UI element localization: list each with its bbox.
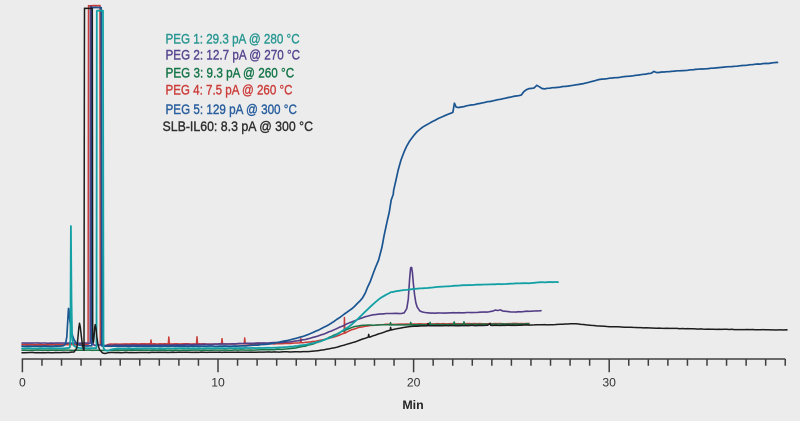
svg-text:PEG 5: 129 pA @ 300 °C: PEG 5: 129 pA @ 300 °C: [166, 102, 297, 118]
svg-text:10: 10: [211, 376, 225, 390]
svg-text:0: 0: [19, 376, 26, 390]
svg-text:PEG 3: 9.3 pA @ 260 °C: PEG 3: 9.3 pA @ 260 °C: [166, 66, 295, 82]
svg-text:20: 20: [407, 376, 421, 390]
svg-text:30: 30: [602, 376, 616, 390]
svg-text:PEG 4: 7.5 pA @ 260 °C: PEG 4: 7.5 pA @ 260 °C: [166, 82, 293, 98]
svg-text:SLB-IL60: 8.3 pA @ 300 °C: SLB-IL60: 8.3 pA @ 300 °C: [163, 119, 314, 135]
svg-text:Min: Min: [402, 398, 423, 412]
svg-text:PEG 2: 12.7 pA @ 270 °C: PEG 2: 12.7 pA @ 270 °C: [166, 48, 301, 64]
svg-text:PEG 1: 29.3 pA @ 280 °C: PEG 1: 29.3 pA @ 280 °C: [166, 31, 300, 47]
